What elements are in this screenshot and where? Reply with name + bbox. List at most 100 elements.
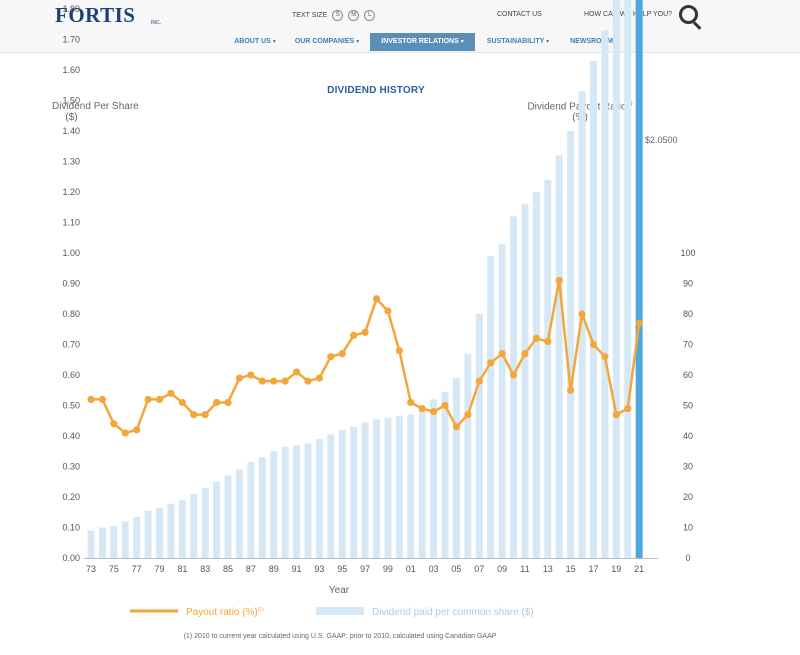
dividend-bar-88 [258, 457, 266, 558]
nav-our-companies-label: OUR COMPANIES [294, 38, 355, 45]
payout-point-98 [372, 295, 381, 303]
logo-suffix: INC. [151, 20, 161, 26]
x-tick-99: 99 [383, 564, 393, 574]
left-tick-0.10: 0.10 [62, 523, 80, 533]
payout-point-81 [178, 398, 186, 407]
x-tick-19: 19 [611, 564, 621, 574]
dividend-bar-12 [532, 192, 540, 558]
payout-point-21 [635, 319, 643, 327]
text-size-small-button[interactable]: S [332, 10, 344, 21]
payout-point-03 [430, 408, 438, 416]
right-axis-title-line1: Dividend Payout Ratio [527, 101, 627, 113]
payout-point-92 [304, 377, 312, 385]
nav-our-companies[interactable]: OUR COMPANIES ▾ [288, 33, 366, 51]
left-tick-1.10: 1.10 [62, 218, 80, 228]
payout-point-04 [441, 401, 449, 410]
text-size-control: TEXT SIZE S M L [292, 10, 376, 21]
dividend-bar-83 [201, 487, 209, 558]
x-tick-21: 21 [634, 564, 644, 574]
payout-point-20 [624, 404, 632, 413]
payout-point-74 [98, 395, 107, 403]
payout-point-79 [155, 395, 164, 403]
nav-sustainability[interactable]: SUSTAINABILITY ▾ [480, 33, 556, 51]
payout-point-97 [361, 328, 369, 336]
payout-point-93 [315, 374, 323, 382]
chevron-down-icon: ▾ [356, 39, 360, 45]
right-tick-10: 10 [683, 523, 693, 533]
x-tick-07: 07 [474, 564, 484, 574]
dividend-bar-82 [190, 493, 198, 558]
contact-us-link[interactable]: CONTACT US [497, 11, 542, 18]
payout-point-90 [281, 377, 289, 385]
payout-point-16 [578, 310, 586, 318]
search-icon[interactable] [679, 5, 698, 24]
right-tick-60: 60 [683, 370, 693, 380]
left-tick-1.60: 1.60 [62, 65, 80, 75]
payout-point-01 [407, 398, 415, 407]
nav-investor-relations-label: INVESTOR RELATIONS [381, 38, 459, 45]
left-tick-1.40: 1.40 [62, 126, 80, 136]
left-tick-0.90: 0.90 [62, 279, 80, 289]
chart-title: DIVIDEND HISTORY [327, 85, 425, 96]
right-tick-40: 40 [683, 431, 693, 441]
left-tick-1.20: 1.20 [62, 187, 80, 197]
legend-dividend-swatch [316, 607, 364, 615]
dividend-bar-09 [498, 243, 506, 558]
payout-ratio-points [87, 276, 643, 437]
dividend-bar-04 [441, 391, 449, 558]
x-tick-09: 09 [497, 564, 507, 574]
dividend-bar-86 [235, 469, 243, 558]
x-tick-13: 13 [543, 564, 553, 574]
dividend-bar-78 [144, 510, 152, 558]
dividend-bar-96 [350, 426, 358, 558]
payout-point-10 [509, 371, 518, 379]
payout-point-15 [567, 386, 575, 394]
left-tick-1.00: 1.00 [62, 248, 80, 258]
payout-point-06 [464, 411, 472, 419]
dividend-bar-01 [407, 414, 415, 558]
dividend-bar-10 [510, 216, 518, 558]
payout-point-08 [487, 359, 495, 367]
dividend-bar-75 [110, 525, 118, 558]
payout-point-12 [532, 334, 540, 342]
payout-point-07 [475, 377, 483, 385]
dividend-bar-76 [121, 521, 129, 558]
text-size-label: TEXT SIZE [292, 12, 328, 19]
payout-point-18 [601, 353, 609, 361]
left-tick-0.60: 0.60 [62, 370, 80, 380]
x-tick-05: 05 [451, 564, 461, 574]
x-tick-75: 75 [109, 564, 119, 574]
dividend-bar-74 [98, 527, 106, 558]
payout-point-85 [224, 398, 232, 407]
chevron-down-icon: ▾ [460, 39, 464, 45]
payout-point-14 [555, 276, 563, 285]
latest-dividend-label: $2.0500 [645, 135, 678, 145]
right-tick-30: 30 [683, 462, 693, 472]
text-size-medium-button[interactable]: M [348, 10, 360, 21]
nav-about-us[interactable]: ABOUT US ▾ [226, 33, 284, 51]
payout-point-05 [452, 423, 461, 431]
dividend-bar-17 [589, 60, 597, 558]
text-size-large-button[interactable]: L [364, 10, 376, 21]
dividend-bar-13 [544, 179, 552, 559]
left-tick-1.50: 1.50 [62, 96, 80, 106]
left-axis-title-line1: Dividend Per Share [52, 101, 139, 112]
payout-point-11 [521, 350, 529, 358]
dividend-bar-87 [247, 461, 255, 558]
right-tick-0: 0 [685, 553, 690, 563]
x-tick-85: 85 [223, 564, 233, 574]
fortis-logo[interactable]: FORTIS [55, 3, 136, 27]
x-tick-87: 87 [246, 564, 256, 574]
dividend-bar-90 [281, 446, 289, 558]
payout-point-73 [87, 395, 95, 403]
x-tick-93: 93 [314, 564, 324, 574]
dividend-bar-05 [452, 378, 460, 558]
dividend-bar-02 [418, 408, 426, 558]
nav-investor-relations[interactable]: INVESTOR RELATIONS ▾ [370, 33, 475, 51]
x-tick-77: 77 [132, 564, 142, 574]
x-tick-03: 03 [429, 564, 439, 574]
dividend-bar-11 [521, 204, 529, 558]
dividend-bar-85 [224, 475, 232, 558]
legend: Payout ratio (%)(1) Dividend paid per co… [130, 607, 534, 618]
